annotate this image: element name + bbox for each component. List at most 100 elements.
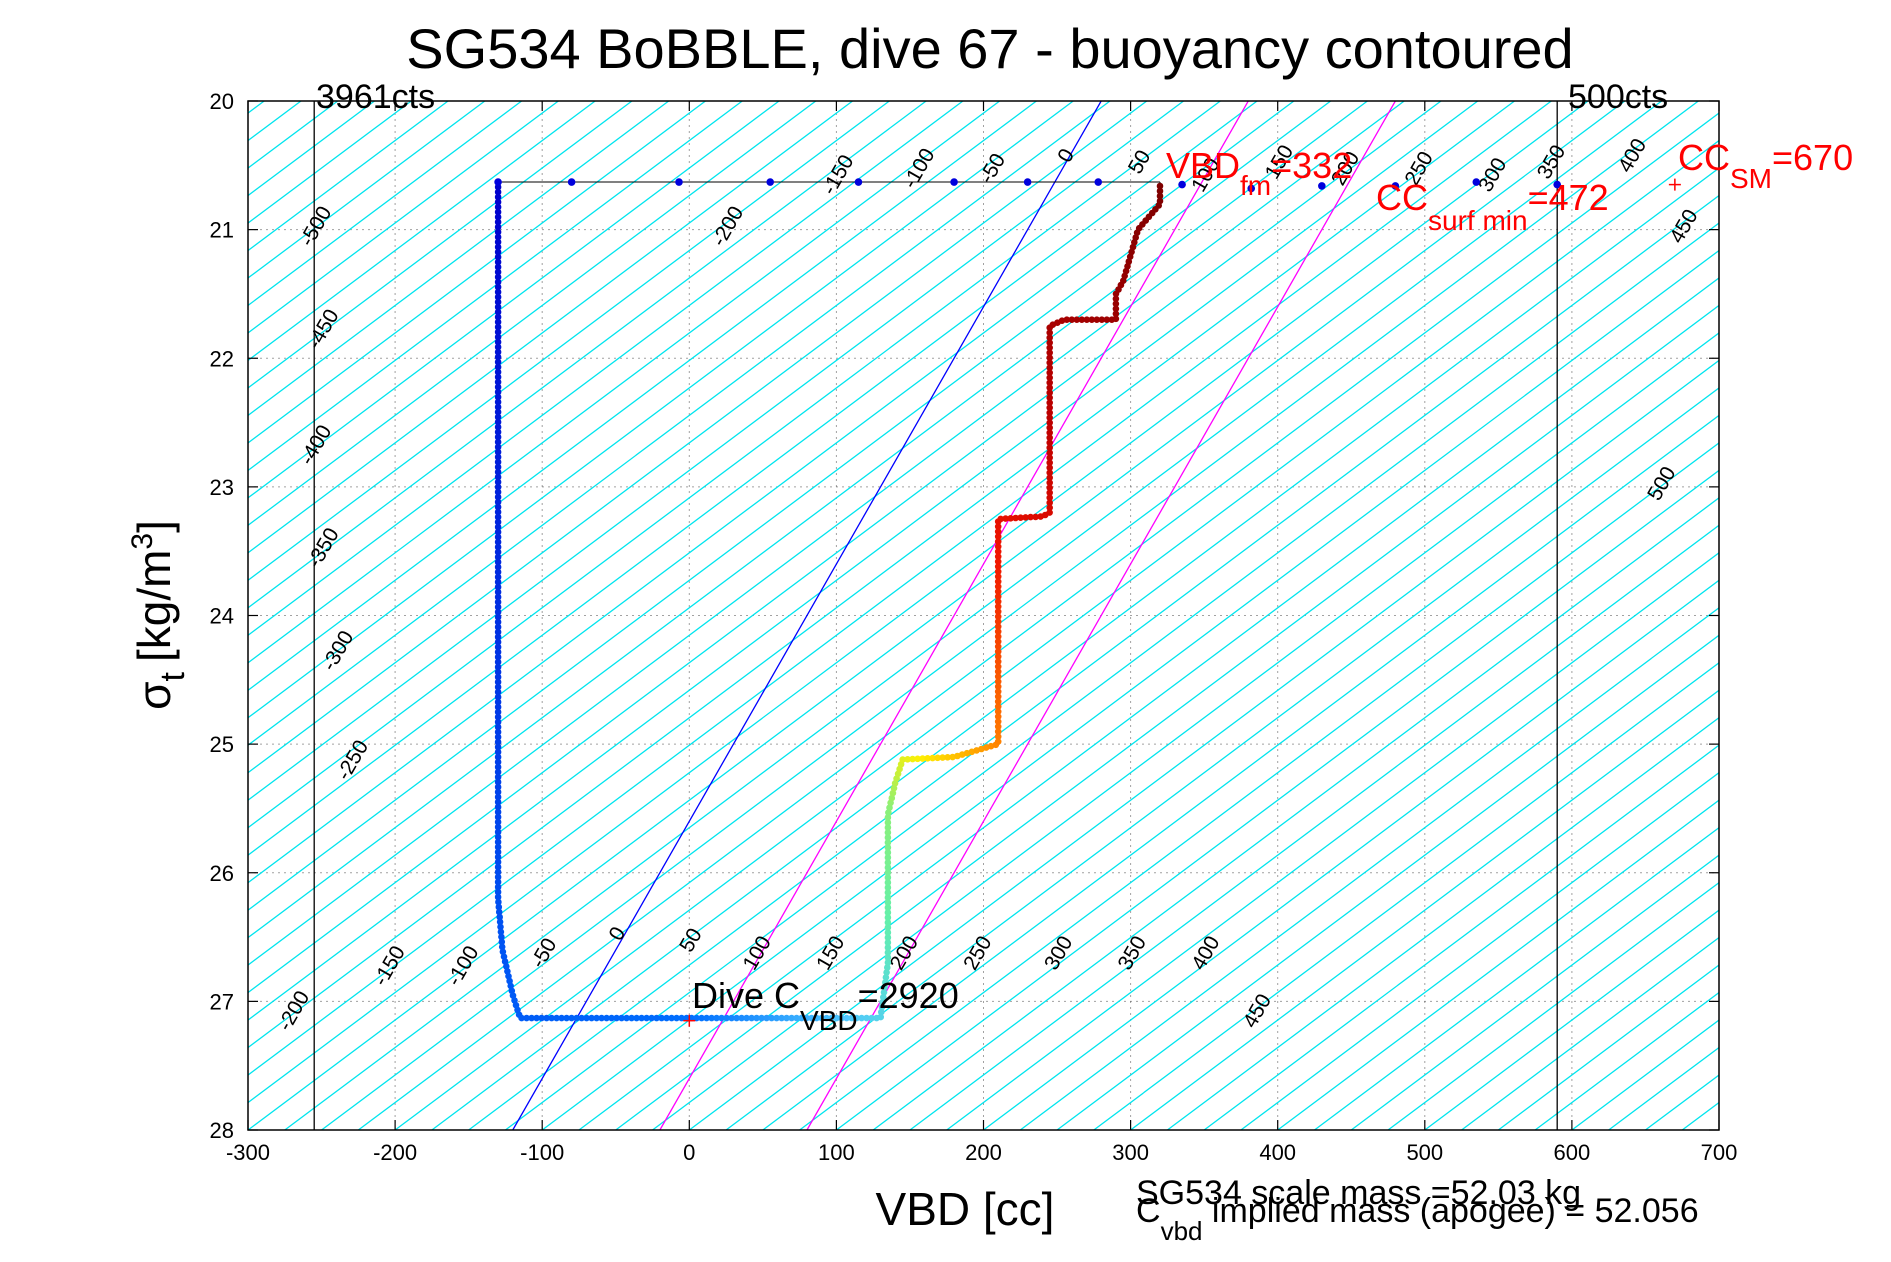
descent-sample-point: [494, 263, 502, 271]
descent-sample-point: [994, 623, 1002, 630]
descent-sample-point: [994, 658, 1002, 665]
descent-sample-point: [763, 1014, 770, 1022]
descent-sample-point: [884, 924, 892, 931]
descent-sample-point: [494, 598, 502, 606]
y-axis-label: σt [kg/m3]: [126, 520, 192, 710]
surface-sample-point: [494, 178, 502, 186]
descent-sample-point: [494, 553, 502, 561]
descent-sample-point: [1046, 509, 1053, 516]
descent-sample-point: [494, 473, 502, 481]
descent-sample-point: [994, 568, 1002, 575]
descent-sample-point: [494, 583, 502, 591]
descent-sample-point: [698, 1014, 705, 1022]
descent-sample-point: [548, 1014, 555, 1022]
descent-sample-point: [1046, 434, 1053, 442]
descent-sample-point: [638, 1014, 645, 1022]
descent-sample-point: [994, 718, 1002, 725]
descent-sample-point: [1078, 316, 1086, 324]
descent-sample-point: [494, 648, 502, 656]
buoyancy-contour-line: [248, 101, 1001, 664]
y-tick-label: 20: [210, 89, 234, 114]
descent-sample-point: [494, 543, 502, 551]
descent-sample-point: [994, 688, 1002, 695]
descent-sample-point: [497, 923, 504, 931]
descent-sample-point: [994, 613, 1002, 620]
buoyancy-contour-line: [1350, 854, 1719, 1130]
descent-sample-point: [533, 1014, 540, 1022]
y-axis-label-text: σt [kg/m3]: [126, 520, 192, 710]
magenta-reference-line: [659, 101, 1249, 1130]
descent-sample-point: [884, 944, 892, 951]
descent-sample-point: [929, 754, 936, 762]
descent-sample-point: [494, 668, 502, 676]
descent-sample-point: [884, 949, 892, 956]
descent-sample-point: [494, 278, 502, 286]
descent-sample-point: [494, 503, 502, 511]
surface-sample-point: [854, 178, 863, 186]
descent-sample-point: [494, 878, 502, 886]
descent-sample-point: [494, 498, 502, 506]
buoyancy-contour-line: [248, 101, 1074, 719]
descent-sample-point: [494, 188, 502, 196]
surface-sample-point: [675, 178, 683, 186]
buoyancy-contour-line: [248, 101, 706, 444]
descent-sample-point: [994, 523, 1002, 530]
descent-sample-point: [1046, 499, 1053, 507]
descent-sample-point: [494, 548, 502, 556]
descent-sample-point: [494, 663, 502, 671]
descent-sample-point: [994, 578, 1002, 585]
descent-sample-point: [884, 889, 892, 896]
descent-sample-point: [884, 959, 892, 966]
descent-sample-point: [494, 358, 502, 366]
descent-sample-point: [494, 463, 502, 471]
descent-sample-point: [884, 844, 892, 851]
descent-sample-point: [494, 333, 502, 341]
x-axis-label: VBD [cc]: [876, 1183, 1055, 1235]
descent-sample-point: [1022, 514, 1029, 521]
descent-sample-point: [1017, 514, 1024, 521]
left-cts-label: 3961cts: [316, 78, 435, 116]
descent-sample-point: [494, 778, 502, 786]
descent-sample-point: [884, 854, 892, 861]
descent-sample-point: [494, 638, 502, 646]
buoyancy-contour-line: [248, 101, 780, 499]
descent-sample-point: [494, 298, 502, 306]
descent-sample-point: [884, 929, 892, 936]
descent-sample-point: [633, 1014, 640, 1022]
descent-sample-point: [994, 693, 1002, 700]
descent-sample-point: [497, 928, 505, 936]
buoyancy-contour-line: [248, 101, 1515, 1049]
x-tick-label: -100: [520, 1140, 564, 1165]
descent-sample-point: [494, 368, 502, 376]
descent-sample-point: [494, 378, 502, 386]
descent-sample-point: [1068, 316, 1076, 324]
buoyancy-contour-line: [688, 359, 1719, 1130]
descent-sample-point: [1112, 315, 1120, 323]
descent-sample-point: [494, 398, 502, 406]
descent-sample-point: [494, 203, 502, 211]
chart-title: SG534 BoBBLE, dive 67 - buoyancy contour…: [406, 17, 1573, 80]
descent-sample-point: [494, 348, 502, 356]
descent-sample-point: [494, 643, 502, 651]
descent-sample-point: [858, 1014, 865, 1022]
descent-sample-point: [1046, 399, 1053, 407]
descent-sample-point: [882, 974, 890, 981]
descent-sample-point: [994, 648, 1002, 655]
descent-sample-point: [494, 653, 502, 661]
descent-sample-point: [543, 1014, 550, 1022]
cc-sm-annotation: CCSM=670: [1678, 137, 1853, 194]
y-tick-label: 22: [210, 346, 234, 371]
surface-sample-point: [1391, 182, 1400, 190]
descent-sample-point: [1046, 444, 1053, 452]
descent-sample-point: [494, 528, 502, 536]
descent-sample-point: [879, 998, 886, 1006]
descent-sample-point: [494, 753, 502, 761]
descent-sample-point: [994, 593, 1002, 600]
descent-sample-point: [494, 388, 502, 396]
buoyancy-contour-line: [1093, 661, 1719, 1130]
descent-sample-point: [494, 593, 502, 601]
descent-sample-point: [880, 993, 887, 1001]
descent-sample-point: [843, 1014, 850, 1022]
descent-sample-point: [798, 1014, 805, 1022]
